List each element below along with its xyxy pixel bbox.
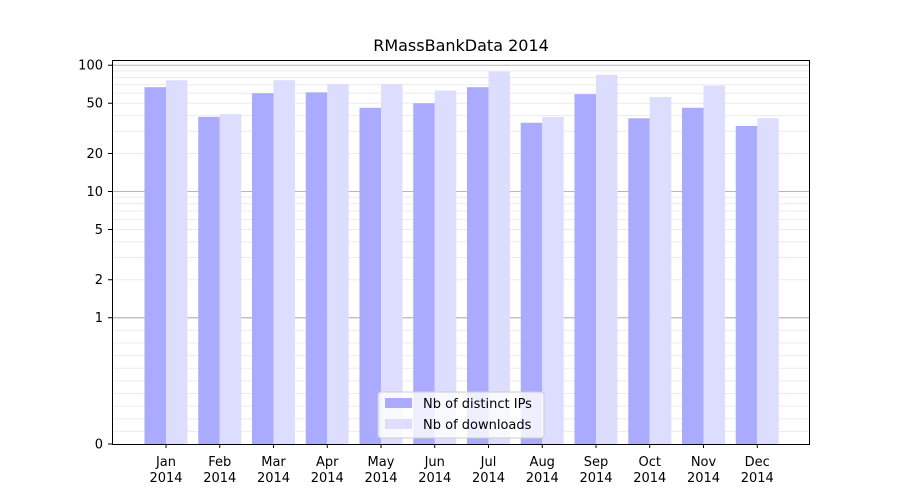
x-tick-label-year: 2014	[203, 471, 236, 486]
bar	[682, 107, 704, 444]
x-tick-label-year: 2014	[579, 471, 612, 486]
bar	[596, 74, 618, 444]
bar	[434, 90, 457, 444]
y-tick-label: 0	[95, 438, 103, 453]
legend: Nb of distinct IPs Nb of downloads	[377, 391, 545, 439]
x-tick-label-month: Jul	[480, 455, 497, 470]
x-tick-label-month: Feb	[208, 455, 231, 470]
y-tick-label: 50	[86, 97, 103, 112]
legend-box	[377, 391, 545, 439]
bar	[467, 87, 489, 444]
x-tick-label-month: Mar	[261, 455, 286, 470]
legend-label: Nb of distinct IPs	[423, 397, 532, 412]
y-tick-label: 5	[95, 223, 103, 238]
x-tick-label-month: Apr	[316, 455, 339, 470]
y-tick-label: 2	[95, 273, 103, 288]
x-tick-label-year: 2014	[364, 471, 397, 486]
x-tick-label-month: Sep	[584, 455, 609, 470]
bar	[219, 114, 242, 445]
x-tick-label-month: Dec	[745, 455, 770, 470]
x-tick-label-year: 2014	[526, 471, 559, 486]
legend-label: Nb of downloads	[423, 418, 532, 433]
x-tick-label-year: 2014	[418, 471, 451, 486]
bar	[703, 85, 725, 444]
bar	[166, 80, 188, 444]
x-tick-label-month: Jun	[424, 455, 445, 470]
y-tick-label: 10	[86, 185, 103, 200]
x-tick-label-year: 2014	[741, 471, 774, 486]
x-tick-label-month: Oct	[639, 455, 661, 470]
bar	[305, 92, 328, 445]
plot-frame	[112, 60, 810, 445]
legend-swatch	[385, 398, 412, 408]
chart-title: RMassBankData 2014	[373, 36, 549, 55]
x-tick-label-month: Aug	[530, 455, 555, 470]
x-axis: Jan2014Feb2014Mar2014Apr2014May2014Jun20…	[149, 444, 774, 486]
x-tick-label-year: 2014	[472, 471, 505, 486]
y-tick-label: 20	[86, 147, 103, 162]
x-tick-label-month: Jan	[155, 455, 176, 470]
legend-swatch	[385, 419, 412, 429]
y-tick-label: 1	[95, 311, 103, 326]
bar	[488, 71, 510, 445]
bar	[273, 80, 295, 444]
bar	[735, 126, 758, 444]
bar	[757, 118, 779, 445]
x-tick-label-year: 2014	[687, 471, 720, 486]
bar	[574, 94, 596, 445]
bar	[359, 107, 381, 444]
bars	[144, 71, 779, 445]
bar	[198, 116, 220, 445]
bar	[252, 93, 274, 444]
bar	[144, 87, 166, 444]
bar	[413, 103, 435, 444]
x-tick-label-year: 2014	[311, 471, 344, 486]
x-tick-label-month: May	[368, 455, 395, 470]
x-tick-label-year: 2014	[633, 471, 666, 486]
bar	[649, 97, 672, 445]
bar	[381, 84, 403, 444]
bar	[542, 116, 564, 445]
y-axis: 0 1 2 5 10 20 50 100	[78, 59, 112, 453]
bar	[327, 84, 349, 444]
x-tick-label-year: 2014	[149, 471, 182, 486]
bar	[628, 118, 650, 445]
x-tick-label-year: 2014	[257, 471, 290, 486]
bar	[520, 122, 543, 444]
x-tick-label-month: Nov	[691, 455, 717, 470]
y-tick-label: 100	[78, 59, 103, 74]
